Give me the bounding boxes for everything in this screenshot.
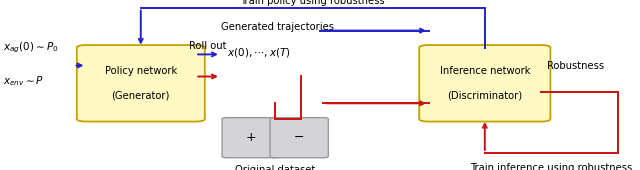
Text: Roll out: Roll out: [189, 41, 227, 51]
Text: Original dataset: Original dataset: [235, 165, 316, 170]
FancyBboxPatch shape: [419, 45, 550, 122]
Text: (Discriminator): (Discriminator): [447, 90, 522, 100]
FancyBboxPatch shape: [77, 45, 205, 122]
Text: +: +: [246, 131, 257, 144]
Text: Inference network: Inference network: [440, 66, 530, 76]
Text: $x_{env} \sim P$: $x_{env} \sim P$: [3, 75, 44, 89]
Text: $x(0), \cdots, x(T)$: $x(0), \cdots, x(T)$: [227, 46, 291, 59]
Text: Robustness: Robustness: [547, 61, 604, 71]
Text: $x_{ag}(0) \sim P_0$: $x_{ag}(0) \sim P_0$: [3, 40, 59, 55]
FancyBboxPatch shape: [270, 118, 328, 158]
Text: (Generator): (Generator): [111, 90, 170, 100]
Text: Policy network: Policy network: [105, 66, 177, 76]
Text: −: −: [294, 131, 305, 144]
Text: Train policy using robustness: Train policy using robustness: [241, 0, 385, 6]
Text: Train inference using robustness: Train inference using robustness: [470, 163, 632, 170]
Text: Generated trajectories: Generated trajectories: [221, 22, 334, 32]
FancyBboxPatch shape: [222, 118, 280, 158]
